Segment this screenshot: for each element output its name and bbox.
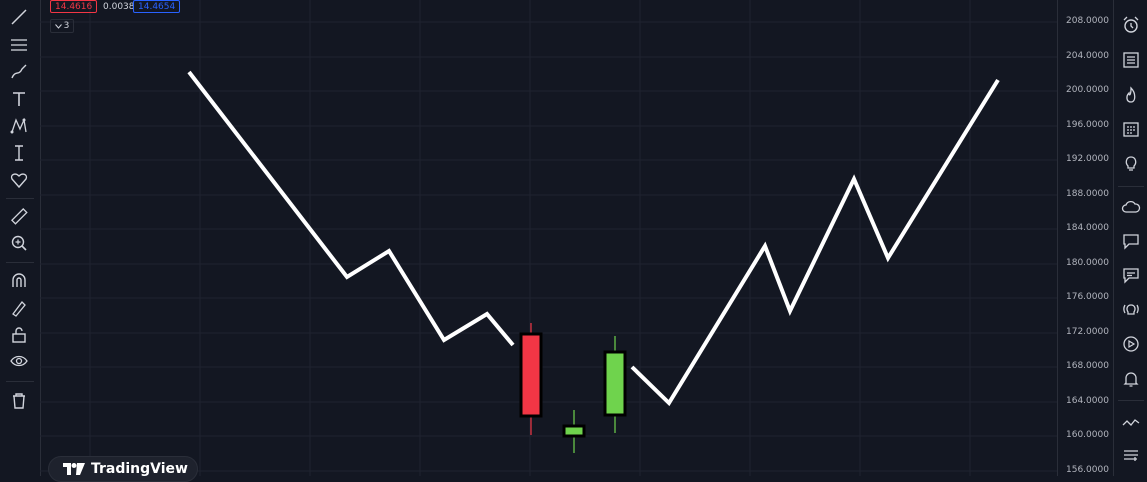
horizontal-lines-icon[interactable] (8, 34, 30, 56)
drawn-price-line-left (187, 70, 515, 347)
watchlist-icon[interactable] (1120, 49, 1142, 71)
bullish-candle (603, 350, 627, 417)
left-drawing-toolbar (0, 0, 41, 476)
spread-value: 0.0038 (103, 2, 135, 12)
price-tick-label: 172.0000 (1066, 327, 1109, 337)
price-tick-label: 164.0000 (1066, 396, 1109, 406)
idea-bulb-icon[interactable] (1120, 152, 1142, 174)
price-tick-label: 196.0000 (1066, 120, 1109, 130)
layers-icon[interactable] (1120, 444, 1142, 466)
bell-icon[interactable] (1120, 368, 1142, 390)
calendar-icon[interactable] (1120, 118, 1142, 140)
pencil-lock-icon[interactable] (8, 297, 30, 319)
toolbar-divider (6, 262, 34, 263)
bid-price-badge[interactable]: 14.4616 (50, 0, 98, 13)
streams-icon[interactable] (1120, 299, 1142, 321)
price-tick-label: 208.0000 (1066, 16, 1109, 26)
toolbar-divider (6, 198, 34, 199)
indicators-count: 3 (63, 21, 70, 31)
alarm-clock-icon[interactable] (1120, 14, 1142, 36)
price-tick-label: 184.0000 (1066, 223, 1109, 233)
price-tick-label: 180.0000 (1066, 258, 1109, 268)
chart-canvas (40, 0, 1057, 476)
measure-position-icon[interactable] (8, 142, 30, 164)
pulse-icon[interactable] (1120, 412, 1142, 434)
price-tick-label: 192.0000 (1066, 154, 1109, 164)
eye-icon[interactable] (8, 350, 30, 372)
price-tick-label: 168.0000 (1066, 361, 1109, 371)
zoom-in-icon[interactable] (8, 232, 30, 254)
trend-line-icon[interactable] (8, 6, 30, 28)
price-tick-label: 188.0000 (1066, 189, 1109, 199)
price-axis[interactable]: 208.0000 204.0000 200.0000 196.0000 192.… (1057, 0, 1114, 476)
toolbar-divider (6, 381, 34, 382)
pattern-icon[interactable] (8, 115, 30, 137)
trash-icon[interactable] (8, 390, 30, 412)
bearish-candle (519, 332, 543, 418)
play-icon[interactable] (1120, 333, 1142, 355)
toolbar-divider (1118, 400, 1144, 401)
cloud-icon[interactable] (1120, 196, 1142, 218)
ask-price-badge[interactable]: 14.4654 (133, 0, 181, 13)
tv-logo-icon (63, 463, 85, 475)
ruler-icon[interactable] (8, 205, 30, 227)
price-tick-label: 160.0000 (1066, 430, 1109, 440)
chat-icon[interactable] (1120, 230, 1142, 252)
price-tick-label: 200.0000 (1066, 85, 1109, 95)
chevron-down-icon (54, 23, 62, 29)
brush-icon[interactable] (8, 61, 30, 83)
toolbar-divider (1118, 186, 1144, 187)
magnet-icon[interactable] (8, 270, 30, 292)
text-icon[interactable] (8, 88, 30, 110)
indicators-collapse-button[interactable]: 3 (50, 19, 74, 33)
hotlist-icon[interactable] (1120, 84, 1142, 106)
tradingview-brand-text: TradingView (91, 461, 188, 477)
chart-pane[interactable] (40, 0, 1057, 476)
right-widget-toolbar (1113, 0, 1147, 476)
drawn-price-line-right (630, 78, 1000, 407)
doji-candle (562, 424, 586, 438)
lock-icon[interactable] (8, 324, 30, 346)
price-tick-label: 156.0000 (1066, 465, 1109, 475)
price-tick-label: 204.0000 (1066, 51, 1109, 61)
heart-icon[interactable] (8, 169, 30, 191)
messages-icon[interactable] (1120, 264, 1142, 286)
tradingview-logo[interactable]: TradingView (48, 456, 198, 482)
price-tick-label: 176.0000 (1066, 292, 1109, 302)
